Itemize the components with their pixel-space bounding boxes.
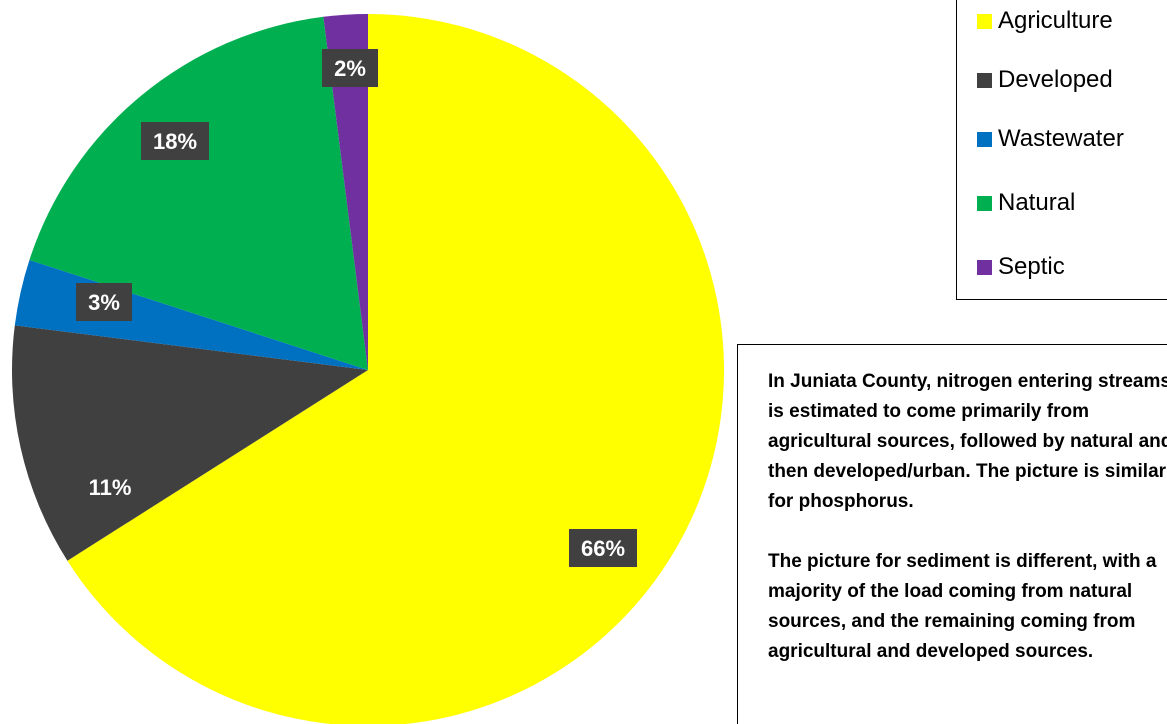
legend-swatch-natural bbox=[977, 195, 992, 211]
pie-slice-agriculture bbox=[67, 14, 724, 724]
data-label-box-septic bbox=[322, 49, 378, 87]
pie-data-labels: 66% 11% 3% 18% 2% bbox=[76, 49, 637, 567]
pie-slice-natural bbox=[29, 16, 368, 371]
legend-label-wastewater: Wastewater bbox=[998, 125, 1124, 152]
legend-item-natural: Natural bbox=[977, 189, 1075, 217]
data-label-box-agriculture bbox=[569, 529, 637, 567]
note-paragraph-sediment: The picture for sediment is different, w… bbox=[768, 551, 1157, 662]
legend-label-natural: Natural bbox=[998, 189, 1076, 216]
pie-slices bbox=[12, 14, 724, 724]
data-label-agriculture: 66% bbox=[569, 529, 637, 567]
data-label-text-developed: 11% bbox=[89, 475, 132, 500]
legend-item-agriculture: Agriculture bbox=[977, 7, 1113, 35]
data-label-septic: 2% bbox=[322, 49, 378, 87]
data-label-text-agriculture: 66% bbox=[581, 536, 625, 561]
data-label-box-wastewater bbox=[76, 283, 132, 321]
data-label-wastewater: 3% bbox=[76, 283, 132, 321]
legend-item-wastewater: Wastewater bbox=[977, 125, 1124, 153]
legend: Agriculture Developed Wastewater Natural… bbox=[956, 0, 1167, 300]
pie-slice-septic bbox=[323, 14, 368, 370]
note-paragraph-nitrogen: In Juniata County, nitrogen entering str… bbox=[768, 371, 1167, 512]
data-label-box-natural bbox=[141, 122, 209, 160]
summary-note: In Juniata County, nitrogen entering str… bbox=[737, 344, 1167, 724]
legend-swatch-developed bbox=[977, 72, 992, 88]
legend-swatch-septic bbox=[977, 259, 992, 275]
data-label-text-wastewater: 3% bbox=[88, 290, 120, 315]
data-label-text-septic: 2% bbox=[334, 56, 366, 81]
data-label-text-natural: 18% bbox=[153, 129, 197, 154]
legend-item-developed: Developed bbox=[977, 66, 1113, 94]
data-label-natural: 18% bbox=[141, 122, 209, 160]
legend-swatch-wastewater bbox=[977, 131, 992, 147]
legend-item-septic: Septic bbox=[977, 253, 1065, 281]
data-label-developed: 11% bbox=[76, 468, 144, 506]
legend-label-developed: Developed bbox=[998, 66, 1113, 93]
pie-chart: 66% 11% 3% 18% 2% bbox=[12, 14, 724, 724]
data-label-box-developed bbox=[76, 468, 144, 506]
legend-swatch-agriculture bbox=[977, 13, 992, 29]
legend-label-septic: Septic bbox=[998, 253, 1065, 280]
legend-label-agriculture: Agriculture bbox=[998, 7, 1113, 34]
